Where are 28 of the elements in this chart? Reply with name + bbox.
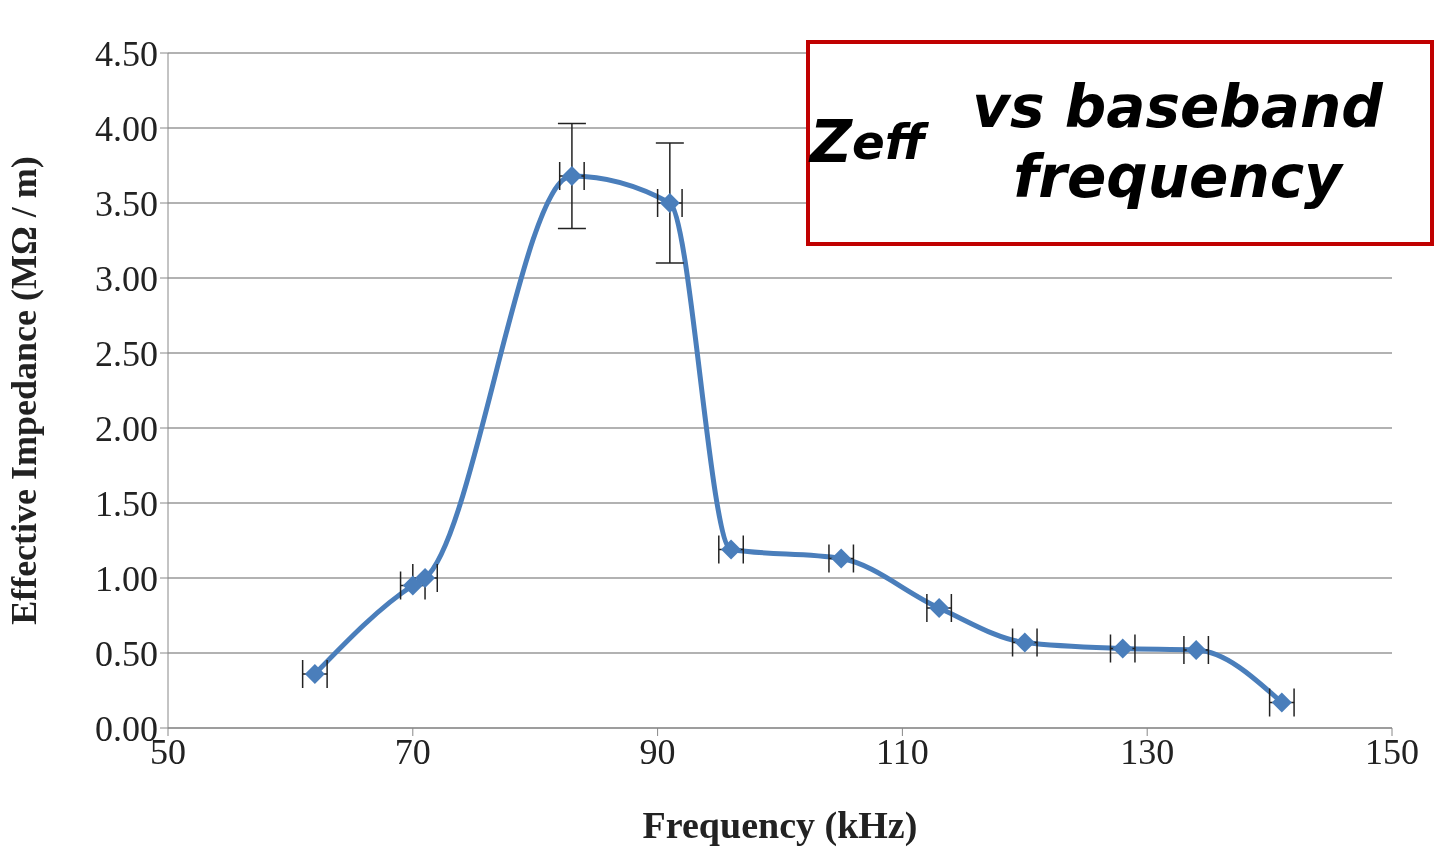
point [1186,640,1207,660]
y-tick-label: 3.00 [95,258,158,299]
point [929,598,950,618]
point [1112,638,1133,659]
y-tick-label: 4.00 [95,108,158,149]
y-tick-label: 2.00 [95,408,158,449]
y-tick-label: 2.50 [95,333,158,374]
y-axis-title: Effective Impedance (MΩ / m) [3,156,44,625]
point [1014,632,1035,653]
point [402,575,423,596]
y-tick-label: 0.50 [95,633,158,674]
y-tick-label: 1.00 [95,558,158,599]
x-tick-label: 70 [394,731,431,772]
x-tick-label: 150 [1365,731,1419,772]
x-tick-label: 90 [639,731,676,772]
x-axis-title: Frequency (kHz) [642,804,918,847]
x-tick-label: 130 [1120,731,1175,772]
point [831,548,852,569]
point [304,664,325,684]
point [415,568,436,588]
y-tick-label: 1.50 [95,483,158,524]
y-tick-label: 3.50 [95,183,158,224]
point [721,539,742,560]
point [561,166,582,186]
x-tick-label: 110 [876,731,929,772]
point [659,193,680,213]
y-tick-label: 4.50 [95,33,158,74]
point [1271,692,1292,713]
